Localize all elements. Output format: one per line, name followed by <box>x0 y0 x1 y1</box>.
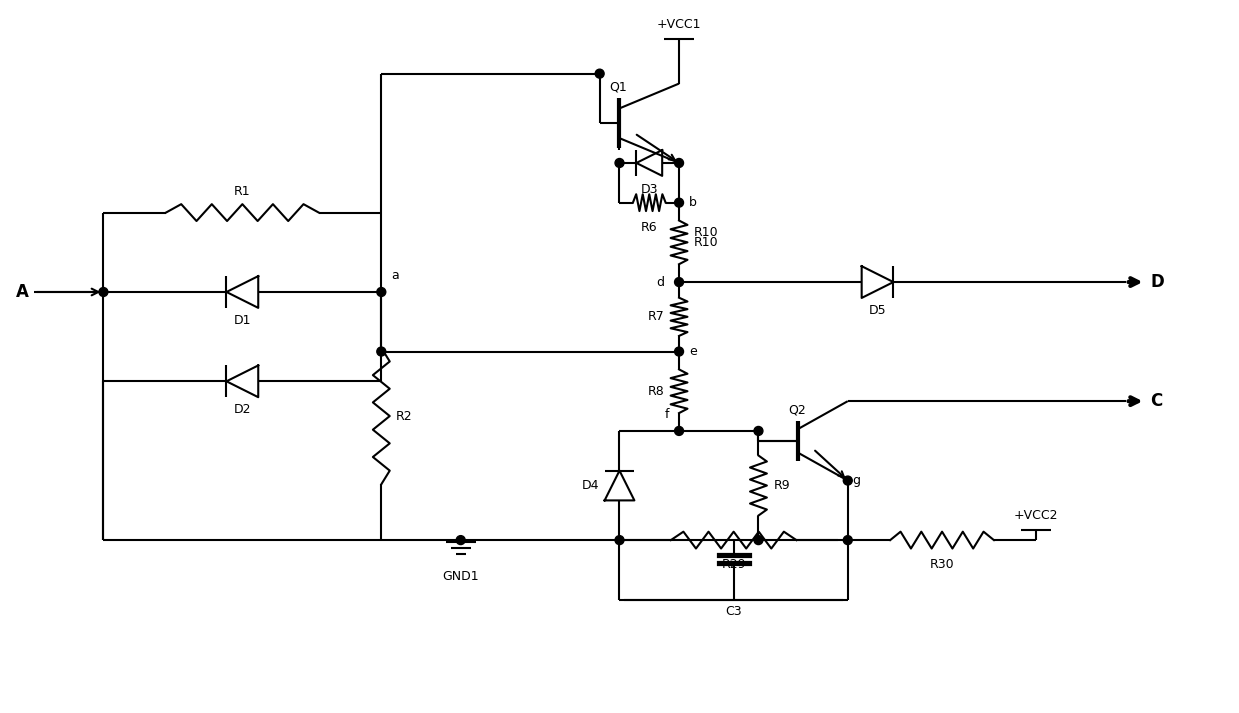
Text: R7: R7 <box>648 310 664 323</box>
Text: b: b <box>689 196 696 209</box>
Circle shape <box>674 347 684 356</box>
Text: R2: R2 <box>396 409 413 423</box>
Text: R10: R10 <box>694 226 719 239</box>
Circle shape <box>99 287 108 297</box>
Circle shape <box>674 198 684 207</box>
Text: D: D <box>1151 273 1165 291</box>
Text: C3: C3 <box>725 605 742 617</box>
Text: +VCC1: +VCC1 <box>657 18 701 31</box>
Text: C: C <box>1151 392 1162 410</box>
Circle shape <box>377 287 385 297</box>
Text: D5: D5 <box>869 304 886 317</box>
Text: A: A <box>16 283 28 301</box>
Text: Q2: Q2 <box>788 403 807 416</box>
Text: R6: R6 <box>641 220 658 234</box>
Circle shape <box>456 535 465 545</box>
Text: a: a <box>392 269 399 282</box>
Circle shape <box>674 277 684 287</box>
Text: R29: R29 <box>721 558 746 571</box>
Text: R10: R10 <box>694 236 719 249</box>
Text: f: f <box>664 408 669 421</box>
Text: D2: D2 <box>234 403 252 416</box>
Text: R30: R30 <box>929 558 954 571</box>
Circle shape <box>844 476 852 485</box>
Text: R1: R1 <box>234 185 250 198</box>
Text: R8: R8 <box>648 385 664 398</box>
Text: D4: D4 <box>582 479 600 492</box>
Circle shape <box>674 158 684 168</box>
Text: e: e <box>689 345 696 358</box>
Circle shape <box>615 158 624 168</box>
Text: g: g <box>852 474 861 487</box>
Text: Q1: Q1 <box>610 81 627 93</box>
Text: D3: D3 <box>641 183 658 196</box>
Circle shape <box>755 535 763 545</box>
Circle shape <box>615 535 624 545</box>
Text: D1: D1 <box>234 314 252 327</box>
Text: +VCC2: +VCC2 <box>1014 509 1058 522</box>
Circle shape <box>674 426 684 436</box>
Text: d: d <box>657 275 664 289</box>
Circle shape <box>755 426 763 436</box>
Circle shape <box>595 69 605 78</box>
Text: R9: R9 <box>773 479 790 492</box>
Circle shape <box>377 347 385 356</box>
Circle shape <box>844 535 852 545</box>
Text: GND1: GND1 <box>442 570 479 583</box>
